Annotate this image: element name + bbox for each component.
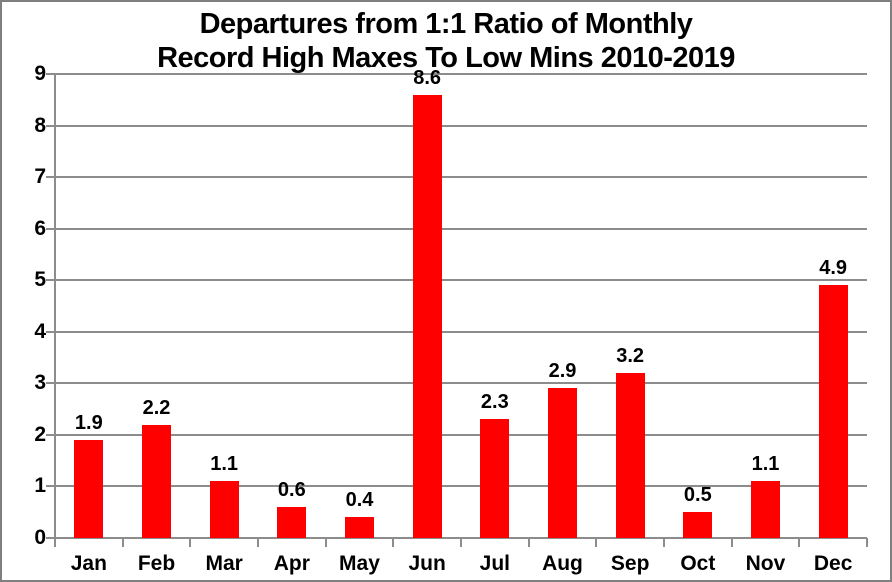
bar-feb <box>142 424 171 538</box>
x-tick-label-jan: Jan <box>70 552 107 575</box>
y-axis-tick-8 <box>46 124 55 127</box>
y-axis-tick-5 <box>46 279 55 282</box>
bar-jun <box>412 94 442 538</box>
bar-value-label-jan: 1.9 <box>74 412 103 435</box>
y-tick-label-0: 0 <box>34 526 46 549</box>
x-tick-label-sep: Sep <box>610 552 650 575</box>
y-tick-label-3: 3 <box>34 371 46 395</box>
y-axis-tick-3 <box>46 382 55 385</box>
y-axis-tick-2 <box>46 433 55 436</box>
x-axis-tick-7 <box>527 538 530 547</box>
gridline-1 <box>55 485 867 488</box>
chart-title: Departures from 1:1 Ratio of Monthly Rec… <box>2 7 890 75</box>
x-tick-label-apr: Apr <box>273 552 310 575</box>
gridline-9 <box>55 73 867 75</box>
y-axis-tick-7 <box>46 176 55 179</box>
bar-jul <box>480 419 510 538</box>
gridline-4 <box>55 330 867 333</box>
y-tick-label-5: 5 <box>34 268 46 292</box>
y-tick-label-8: 8 <box>34 113 46 137</box>
x-axis-tick-2 <box>189 538 192 547</box>
gridline-5 <box>55 279 867 282</box>
x-axis-tick-1 <box>121 538 124 547</box>
x-tick-label-jul: Jul <box>479 552 510 575</box>
gridline-3 <box>55 382 867 385</box>
bar-apr <box>277 507 307 538</box>
bar-value-label-jun: 8.6 <box>413 66 442 89</box>
x-tick-label-oct: Oct <box>680 552 716 575</box>
bar-value-label-feb: 2.2 <box>142 396 171 419</box>
bar-sep <box>615 373 645 538</box>
x-tick-label-jun: Jun <box>408 552 446 575</box>
bar-value-label-apr: 0.6 <box>277 479 306 502</box>
x-tick-label-feb: Feb <box>137 552 176 575</box>
y-axis-line <box>54 74 56 547</box>
x-tick-label-may: May <box>339 552 380 575</box>
y-axis-labels: 0 1 2 3 4 5 6 7 8 9 <box>2 62 46 549</box>
plot-area: 1.9 2.2 1.1 0.6 0.4 8.6 2.3 2.9 3.2 0.5 1.1 4.9 <box>46 67 868 547</box>
gridline-6 <box>55 227 867 230</box>
bar-value-label-nov: 1.1 <box>751 453 780 476</box>
y-axis-tick-0 <box>46 537 55 539</box>
bar-nov <box>751 481 780 538</box>
chart-title-line1: Departures from 1:1 Ratio of Monthly <box>199 8 693 40</box>
x-axis-tick-0 <box>54 538 56 547</box>
x-axis-tick-3 <box>257 538 259 547</box>
x-axis-tick-10 <box>730 538 733 547</box>
x-axis-tick-12 <box>866 538 868 547</box>
bar-value-label-mar: 1.1 <box>210 453 239 476</box>
y-tick-label-7: 7 <box>34 165 46 189</box>
y-tick-label-2: 2 <box>34 422 46 446</box>
x-axis-tick-5 <box>392 538 395 547</box>
bar-dec <box>818 285 848 538</box>
bar-value-label-oct: 0.5 <box>683 484 712 507</box>
bar-value-label-jul: 2.3 <box>480 391 509 414</box>
y-tick-label-6: 6 <box>34 216 46 240</box>
y-tick-label-9: 9 <box>34 62 46 85</box>
x-axis-tick-4 <box>324 538 327 547</box>
y-axis-tick-9 <box>46 73 55 75</box>
gridline-2 <box>55 433 867 436</box>
bar-value-label-aug: 2.9 <box>548 360 577 383</box>
x-axis-tick-6 <box>460 538 462 547</box>
y-axis-tick-4 <box>46 330 55 333</box>
bar-mar <box>209 481 239 538</box>
x-tick-label-dec: Dec <box>813 552 853 575</box>
y-tick-label-4: 4 <box>34 319 46 343</box>
bar-value-label-dec: 4.9 <box>819 257 848 280</box>
bar-aug <box>548 388 577 538</box>
x-axis-tick-11 <box>798 538 801 547</box>
x-tick-label-aug: Aug <box>542 552 583 575</box>
x-axis-tick-8 <box>595 538 598 547</box>
bar-jan <box>74 440 104 538</box>
x-axis-labels: Jan Feb Mar Apr May Jun Jul Aug Sep Oct Nov Dec <box>55 550 867 578</box>
bar-value-label-sep: 3.2 <box>616 345 645 368</box>
bar-value-label-may: 0.4 <box>345 489 374 512</box>
x-tick-label-mar: Mar <box>205 552 243 575</box>
y-axis-tick-6 <box>46 227 55 230</box>
gridline-8 <box>55 124 867 127</box>
bar-oct <box>683 512 713 538</box>
y-axis-tick-1 <box>46 485 55 488</box>
bar-may <box>345 517 374 538</box>
gridline-7 <box>55 176 867 179</box>
x-tick-label-nov: Nov <box>745 552 786 575</box>
y-tick-label-1: 1 <box>34 474 46 498</box>
x-axis-tick-9 <box>663 538 665 547</box>
